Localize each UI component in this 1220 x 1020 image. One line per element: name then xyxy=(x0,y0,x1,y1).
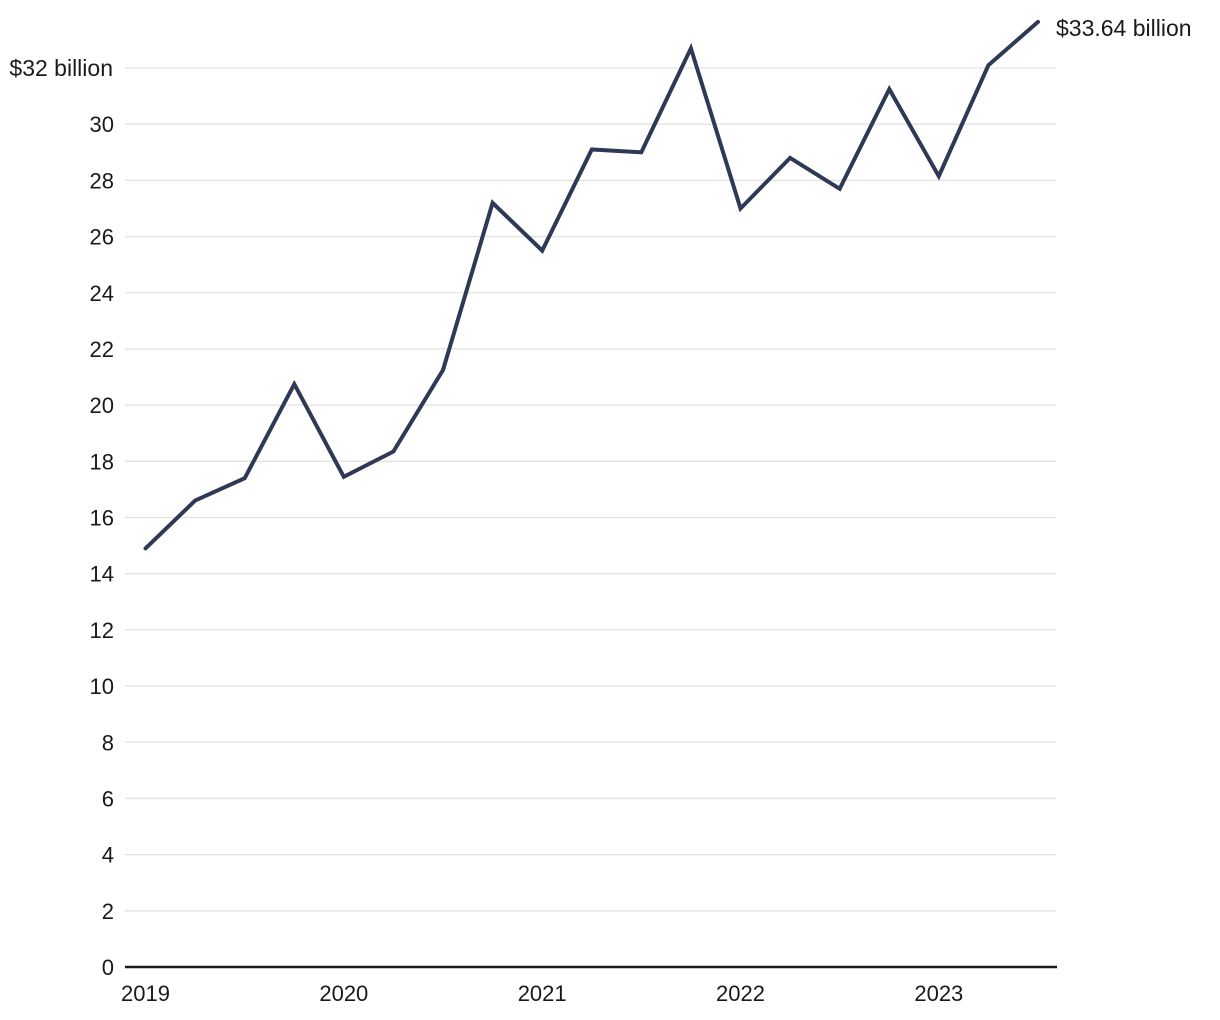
y-tick-label: 10 xyxy=(90,674,114,699)
y-tick-label: 22 xyxy=(90,337,114,362)
y-tick-label: 14 xyxy=(90,562,114,587)
y-tick-label: 6 xyxy=(102,786,114,811)
y-tick-label: 8 xyxy=(102,730,114,755)
x-tick-label: 2023 xyxy=(914,981,963,1006)
y-tick-label: 20 xyxy=(90,393,114,418)
y-tick-label: 12 xyxy=(90,618,114,643)
y-tick-label: 2 xyxy=(102,899,114,924)
x-tick-label: 2020 xyxy=(319,981,368,1006)
y-tick-label: 18 xyxy=(90,449,114,474)
y-axis-top-label: $32 billion xyxy=(9,55,113,81)
y-tick-label: 24 xyxy=(90,281,114,306)
y-tick-label: 0 xyxy=(102,955,114,980)
x-tick-label: 2019 xyxy=(121,981,170,1006)
y-tick-label: 4 xyxy=(102,843,114,868)
y-tick-label: 28 xyxy=(90,168,114,193)
x-tick-label: 2022 xyxy=(716,981,765,1006)
y-tick-label: 26 xyxy=(90,225,114,250)
x-tick-label: 2021 xyxy=(518,981,567,1006)
y-tick-label: 16 xyxy=(90,506,114,531)
y-tick-label: 30 xyxy=(90,112,114,137)
data-line xyxy=(143,19,1040,551)
end-value-annotation: $33.64 billion xyxy=(1056,15,1192,41)
